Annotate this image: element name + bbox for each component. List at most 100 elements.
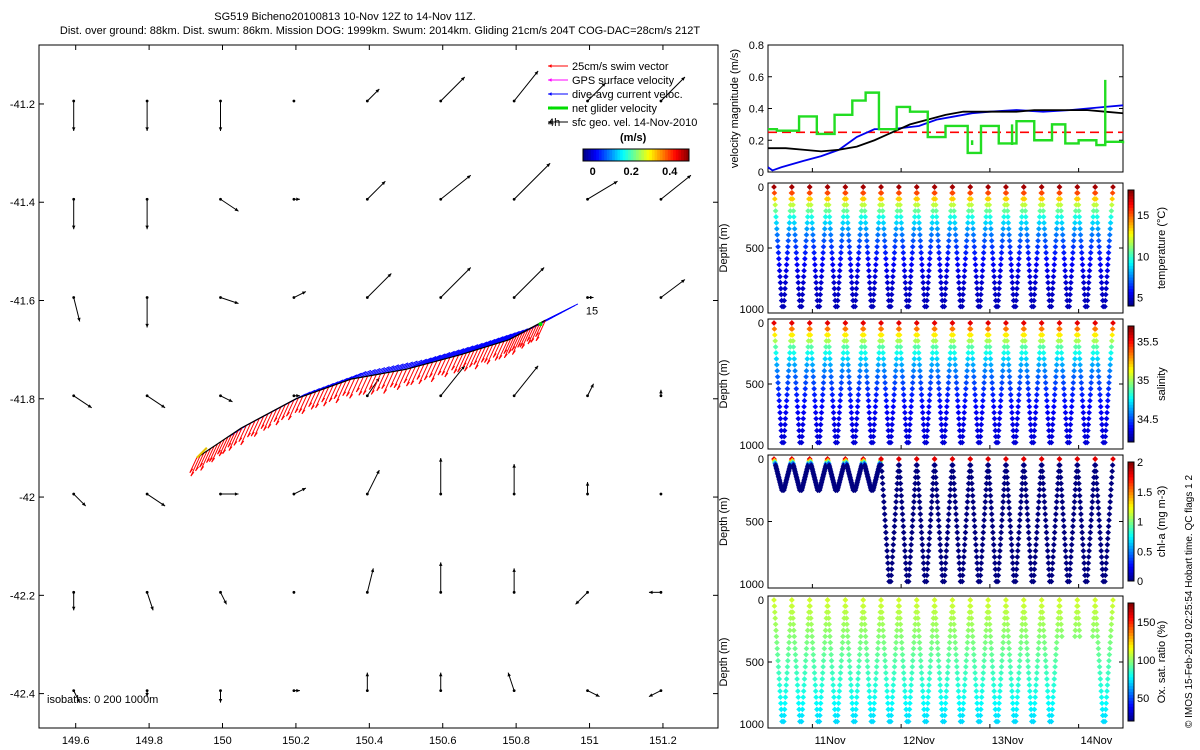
sfc-geo-vector-head [218,699,223,703]
section-sample [839,226,846,232]
section-y-label: Depth (m) [718,638,730,687]
sfc-geo-vector [146,493,166,507]
sfc-vector-origin [659,492,663,496]
swim-vector-head [519,342,524,348]
swim-vector [362,375,373,395]
section-sample [806,320,813,326]
section-colorbar-segment [1128,401,1134,405]
sfc-geo-vector [73,297,81,322]
section-sample [787,344,794,350]
section-sample [794,267,801,274]
section-sample [1078,243,1085,250]
section-sample [995,291,1002,298]
section-sample [785,373,792,380]
swim-vector [315,388,325,409]
section-sample [819,255,826,262]
section-colorbar-segment [1128,355,1134,359]
section-colorbar-segment [1128,545,1134,549]
section-sample [821,373,827,380]
map-x-tick-label: 149.8 [135,735,163,747]
section-sample [1026,261,1032,268]
section-sample [1077,226,1083,232]
section-colorbar-segment [1128,242,1134,246]
section-colorbar-segment [1128,224,1134,229]
section-sample [1031,297,1037,304]
section-sample [793,385,800,392]
section-sample [813,279,819,286]
section-y-tick-label: 500 [746,657,764,669]
section-colorbar-segment [1128,703,1134,707]
section-sample [781,433,788,440]
map-legend-entry: 25cm/s swim vector [548,61,669,73]
sfc-vector-origin [145,689,149,693]
section-colorbar-segment [1128,407,1134,411]
section-sample [982,226,989,232]
section-sample [1033,255,1040,262]
section-sample [1028,291,1034,298]
section-sample [979,273,985,280]
section-sample [846,237,852,244]
section-x-tick-label: 13Nov [992,735,1024,747]
section-sample [1069,255,1076,262]
section-sample [956,291,963,298]
dac-vector [363,368,381,378]
section-sample [1012,303,1019,310]
section-colorbar-segment [1128,688,1134,692]
section-sample [848,267,854,274]
section-sample [791,220,798,226]
dac-vector [469,338,496,353]
section-sample [1034,249,1041,256]
section-sample [964,231,970,238]
section-sample [793,379,799,386]
section-sample [952,226,959,232]
sfc-geo-vector-head [234,492,239,496]
section-sample [1058,208,1064,214]
swim-vector-head [349,393,354,399]
map-y-tick-label: -42 [19,492,35,504]
sfc-geo-vector-head [460,76,465,81]
section-sample [1008,267,1015,274]
sfc-geo-vector-head [150,606,154,611]
section-sample [907,285,913,292]
section-sample [1009,285,1016,292]
section-sample [1025,249,1032,256]
section-sample [945,249,951,256]
section-colorbar-segment [1128,250,1134,255]
section-sample [819,391,826,398]
sfc-geo-vector-head [687,175,691,179]
section-colorbar-segment [1128,207,1134,211]
section-sample [1014,273,1021,280]
swim-vector-head [250,431,255,437]
section-sample [789,184,795,190]
swim-vector [310,389,321,410]
section-sample [1060,243,1067,250]
section-sample [771,320,777,326]
swim-vector-head [416,375,421,380]
section-sample [1099,291,1106,298]
section-sample [914,196,921,202]
figure-title: SG519 Bicheno20100813 10-Nov 12Z to 14-N… [214,11,476,23]
section-sample [804,226,810,232]
section-sample [956,279,962,286]
section-colorbar-segment [1128,685,1134,690]
section-sample [786,362,792,368]
section-sample [1035,226,1042,232]
section-colorbar-segment [1128,386,1134,391]
section-sample [932,202,939,208]
section-colorbar-segment [1128,575,1134,579]
section-sample [799,433,805,440]
swim-vector-head [328,397,333,403]
section-sample [1009,279,1016,286]
section-colorbar-segment [1128,239,1134,243]
section-sample [800,409,807,416]
section-sample [950,196,957,202]
section-sample [1051,261,1058,268]
section-colorbar-segment [1128,712,1134,716]
section-sample [776,397,783,404]
section-sample [773,214,779,220]
section-sample [924,285,931,292]
section-y-label: Depth (m) [718,224,730,273]
swim-vector-head [333,394,338,400]
section-sample [879,208,886,214]
section-sample [840,220,846,226]
